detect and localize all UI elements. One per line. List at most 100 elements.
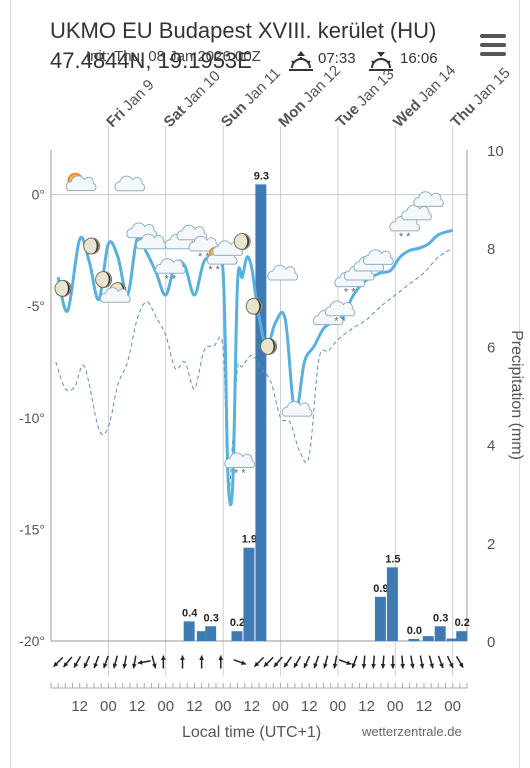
precip-bar: [231, 631, 243, 641]
wind-arrow: [283, 656, 293, 668]
moon-shadow: [90, 237, 99, 254]
precip-value-label: 0.2: [455, 617, 470, 629]
temp-tick-label: 0°: [32, 187, 45, 203]
day-label: Fri Jan 9: [103, 76, 157, 130]
wind-arrow: [160, 655, 166, 669]
precip-bar: [422, 636, 434, 641]
wind-arrow: [400, 655, 406, 669]
precip-value-label: 1.9: [242, 534, 257, 546]
source-credit[interactable]: wetterzentrale.de: [362, 724, 462, 739]
x-tick-label: 00: [387, 698, 404, 715]
precip-tick-label: 8: [487, 241, 495, 258]
wind-arrow: [351, 655, 358, 669]
cloud-icon: [267, 264, 299, 281]
wind-arrow: [332, 655, 338, 669]
precip-value-label: 1.5: [385, 553, 400, 565]
moon-icon: [260, 337, 278, 355]
wind-arrow: [83, 655, 91, 669]
wind-arrow: [103, 655, 109, 669]
wind-arrow: [361, 655, 367, 669]
wind-arrow: [323, 655, 329, 669]
wind-arrow: [313, 655, 320, 669]
menu-icon[interactable]: [480, 34, 506, 56]
snow-icon: * *: [399, 231, 411, 243]
moon-shadow: [241, 233, 250, 250]
x-tick-label: 00: [100, 698, 117, 715]
precip-bar: [434, 626, 446, 641]
precip-bar: [446, 638, 458, 641]
wind-arrow: [53, 656, 64, 668]
precip-bar: [408, 639, 420, 641]
snow-icon: * *: [208, 264, 220, 276]
wind-arrow: [233, 659, 247, 665]
wind-arrow: [62, 656, 73, 668]
day-label: Sat Jan 10: [161, 67, 224, 130]
wind-arrow: [410, 655, 415, 669]
x-axis-title: Local time (UTC+1): [182, 724, 322, 741]
precip-bar: [255, 184, 267, 641]
wind-arrow: [419, 655, 425, 669]
wind-arrow: [455, 655, 464, 669]
wind-arrow: [303, 655, 311, 669]
x-tick-label: 12: [243, 698, 260, 715]
wind-arrow: [137, 660, 151, 665]
cloud-icon: [363, 249, 394, 265]
moon-icon: [83, 237, 101, 255]
sunset-icon: [368, 50, 394, 76]
moon-icon: [95, 270, 113, 288]
precip-value-label: 0.3: [204, 612, 219, 624]
x-tick-label: 12: [129, 698, 146, 715]
x-tick-label: 12: [416, 698, 433, 715]
day-label: Sun Jan 11: [218, 65, 284, 131]
wind-arrow: [199, 655, 205, 669]
precip-bar: [386, 567, 398, 641]
precip-bar: [456, 631, 468, 641]
x-tick-label: 00: [444, 698, 461, 715]
precip-value-label: 0.3: [433, 612, 448, 624]
wind-arrow: [446, 655, 454, 669]
cloud-icon: [224, 452, 255, 468]
precip-bar: [243, 547, 255, 641]
x-tick-label: 12: [358, 698, 375, 715]
x-tick-label: 12: [71, 698, 88, 715]
wind-arrow: [371, 655, 376, 669]
x-tick-label: 00: [215, 698, 232, 715]
x-tick-label: 12: [301, 698, 318, 715]
precip-value-label: 0.4: [182, 607, 198, 619]
init-time: Init: Thu, 08 Jan 2026 00Z: [86, 48, 261, 65]
wind-arrow: [380, 655, 386, 669]
wind-arrow: [131, 655, 137, 669]
x-tick-label: 00: [330, 698, 347, 715]
cloud-icon: [155, 258, 186, 274]
precip-bar: [374, 596, 386, 641]
moon-shadow: [253, 298, 262, 315]
wind-arrow: [338, 659, 352, 665]
x-tick-label: 00: [157, 698, 174, 715]
chart-title: UKMO EU Budapest XVIII. kerület (HU): [50, 18, 437, 43]
cloud-icon: [324, 300, 356, 317]
moon-shadow: [102, 271, 111, 288]
sunset-time: 16:06: [400, 50, 438, 67]
wind-arrow: [437, 655, 444, 669]
precip-value-label: 0.2: [230, 617, 245, 629]
temp-tick-label: -10°: [19, 410, 45, 426]
wind-arrow: [93, 655, 100, 669]
snow-icon: * *: [334, 316, 346, 328]
snow-icon: * *: [234, 467, 246, 479]
precip-bar: [196, 631, 206, 641]
precip-value-label: 0.0: [407, 625, 422, 637]
temp-tick-label: -15°: [19, 521, 45, 537]
precip-tick-label: 4: [487, 438, 495, 455]
x-tick-label: 12: [186, 698, 203, 715]
cloud-icon: [413, 191, 444, 207]
x-tick-label: 00: [272, 698, 289, 715]
location-coords: 47.4844N, 19.1953E: [50, 48, 252, 73]
wind-arrow: [293, 655, 302, 669]
sunrise-icon: [288, 50, 314, 76]
precip-axis-title: Precipitation (mm): [508, 330, 525, 460]
precip-tick-label: 0: [487, 634, 495, 651]
cloud-icon: [65, 175, 97, 191]
sunrise-time: 07:33: [318, 50, 356, 67]
wind-arrow: [180, 655, 185, 669]
